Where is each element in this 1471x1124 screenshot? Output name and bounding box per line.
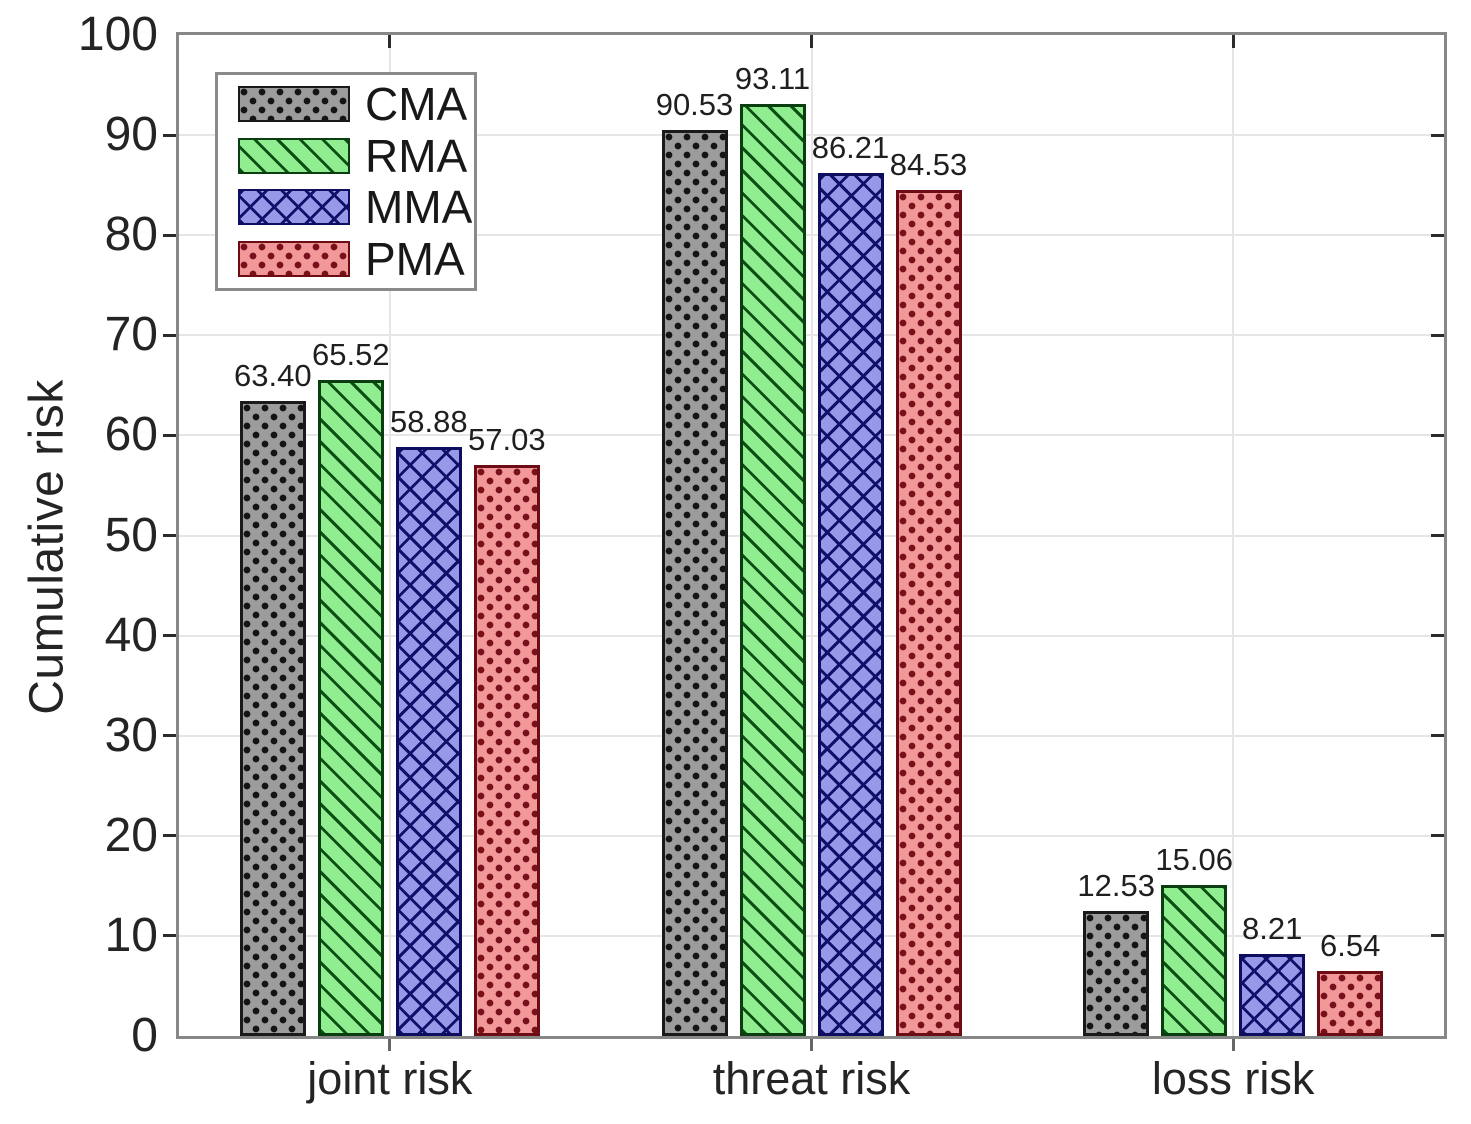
bar-value-label: 12.53 xyxy=(1077,867,1155,903)
y-tick-right xyxy=(1431,333,1444,337)
bar-value-label: 58.88 xyxy=(390,403,468,439)
y-tick-left xyxy=(163,433,176,437)
bars-layer: 63.40 65.52 58.88 57.03 90.53 93.11 86.21 84.53… xyxy=(179,35,1444,1036)
y-tick-right xyxy=(1431,133,1444,137)
bar-value-label: 57.03 xyxy=(468,422,546,458)
y-tick-right xyxy=(1431,433,1444,437)
v-gridline xyxy=(388,35,391,1036)
x-tick-label: threat risk xyxy=(712,1053,911,1104)
y-tick-label: 100 xyxy=(77,8,158,61)
y-tick-label: 10 xyxy=(104,908,158,962)
x-tick-label: joint risk xyxy=(307,1053,473,1104)
legend-label: CMA xyxy=(365,77,468,130)
y-tick-right xyxy=(1431,534,1444,537)
x-tick-bottom xyxy=(810,1039,813,1051)
legend-item-rma: RMA xyxy=(238,133,474,179)
bar-MMA-loss-risk xyxy=(1239,953,1306,1036)
x-tick-top xyxy=(388,35,392,48)
legend: CMA RMA MMA PMA xyxy=(215,72,477,291)
y-tick-label: 50 xyxy=(104,508,158,562)
y-tick-left xyxy=(163,534,176,537)
legend-item-cma: CMA xyxy=(238,81,474,127)
y-tick-label: 90 xyxy=(104,108,158,162)
bar-value-label: 65.52 xyxy=(312,337,390,373)
x-tick-bottom xyxy=(388,1039,392,1051)
y-tick-left xyxy=(163,133,176,137)
bar-value-label: 90.53 xyxy=(655,86,734,122)
y-tick-label: 80 xyxy=(104,208,158,262)
y-tick-left xyxy=(163,333,176,337)
bar-value-label: 6.54 xyxy=(1319,927,1381,963)
plot-area: 63.40 65.52 58.88 57.03 90.53 93.11 86.21 84.53… xyxy=(176,32,1447,1039)
v-gridline xyxy=(810,35,813,1036)
inner-ticks-layer xyxy=(179,35,1444,1036)
bar-MMA-joint-risk xyxy=(395,446,462,1036)
bar-CMA-loss-risk xyxy=(1083,910,1150,1036)
x-tick-label: loss risk xyxy=(1151,1053,1315,1104)
bar-CMA-threat-risk xyxy=(661,129,728,1036)
y-tick-label: 30 xyxy=(104,708,158,762)
legend-swatch-pma xyxy=(238,241,350,278)
y-tick-left xyxy=(163,634,176,638)
bar-RMA-loss-risk xyxy=(1161,885,1228,1036)
y-tick-right xyxy=(1431,634,1444,638)
y-tick-right xyxy=(1431,834,1444,838)
bar-MMA-threat-risk xyxy=(817,173,884,1036)
y-tick-left xyxy=(163,233,176,237)
legend-swatch-mma xyxy=(238,189,350,226)
legend-swatch-cma xyxy=(238,85,350,122)
y-tick-label: 0 xyxy=(131,1009,158,1062)
y-tick-left xyxy=(163,934,176,938)
bar-RMA-threat-risk xyxy=(739,103,806,1036)
legend-label: MMA xyxy=(365,181,473,234)
legend-swatch-rma xyxy=(238,137,350,174)
bar-PMA-threat-risk xyxy=(895,189,962,1036)
bar-value-label: 63.40 xyxy=(234,358,312,394)
y-tick-label: 60 xyxy=(104,408,158,462)
y-tick-right xyxy=(1431,934,1444,938)
bar-value-label: 15.06 xyxy=(1155,842,1233,878)
bar-RMA-joint-risk xyxy=(317,380,384,1036)
y-tick-left xyxy=(163,834,176,838)
y-tick-label: 20 xyxy=(104,808,158,862)
bar-value-label: 8.21 xyxy=(1241,910,1303,946)
legend-item-mma: MMA xyxy=(238,184,474,230)
y-tick-label: 70 xyxy=(104,308,158,362)
bar-PMA-joint-risk xyxy=(473,465,540,1036)
y-tick-right xyxy=(1431,734,1444,738)
bar-value-label: 86.21 xyxy=(811,130,890,166)
y-tick-left xyxy=(163,734,176,738)
legend-label: PMA xyxy=(365,233,465,286)
x-tick-top xyxy=(1231,35,1235,48)
y-tick-right xyxy=(1431,233,1444,237)
bar-CMA-joint-risk xyxy=(239,401,306,1036)
bar-value-label: 84.53 xyxy=(889,146,968,182)
legend-item-pma: PMA xyxy=(238,236,474,282)
x-tick-bottom xyxy=(1231,1039,1235,1051)
x-tick-top xyxy=(810,35,813,48)
grid-layer xyxy=(179,35,1444,1036)
v-gridline xyxy=(1232,35,1235,1036)
y-tick-label: 40 xyxy=(104,608,158,662)
bar-PMA-loss-risk xyxy=(1317,970,1384,1036)
bar-value-label: 93.11 xyxy=(734,60,811,96)
legend-label: RMA xyxy=(365,129,468,182)
